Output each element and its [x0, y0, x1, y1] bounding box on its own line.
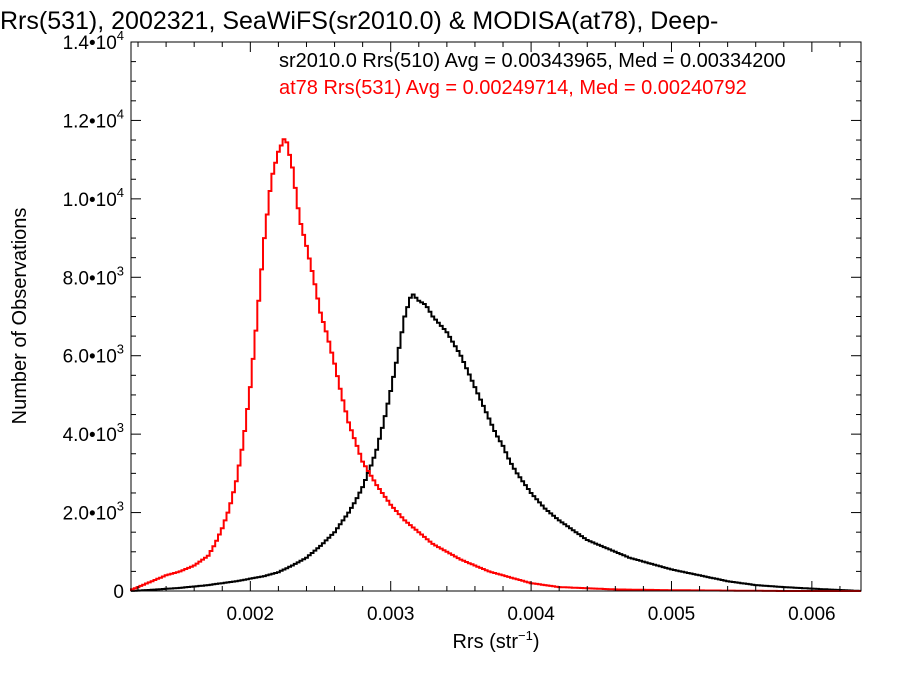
y-tick-label-base: 1.0•10	[63, 190, 117, 211]
y-tick-label: 1.4•104	[63, 28, 124, 54]
x-axis-label-sup: −1	[518, 628, 533, 643]
series-1-line	[130, 138, 861, 592]
x-axis-label-text: Rrs (str	[452, 631, 518, 653]
y-tick-label-exp: 4	[117, 185, 124, 200]
y-tick-label: 1.2•104	[63, 106, 124, 132]
y-axis-label: Number of Observations	[9, 208, 31, 425]
y-tick-label: 1.0•104	[63, 185, 124, 211]
y-tick-label-exp: 3	[117, 420, 124, 435]
plot-frame	[130, 41, 862, 592]
y-tick-label-base: 1.2•10	[63, 111, 117, 132]
y-tick-label-exp: 3	[117, 499, 124, 514]
y-tick-label-base: 0	[113, 582, 124, 603]
legend-entry-sr2010: sr2010.0 Rrs(510) Avg = 0.00343965, Med …	[279, 50, 786, 72]
x-tick-label: 0.002	[227, 604, 275, 625]
y-tick-label-exp: 4	[117, 106, 124, 121]
x-tick-label: 0.006	[788, 604, 836, 625]
y-tick-label-base: 2.0•10	[63, 504, 117, 525]
legend-entry-at78: at78 Rrs(531) Avg = 0.00249714, Med = 0.…	[279, 77, 747, 99]
x-axis-ticks: 0.002 0.003 0.004 0.005 0.006	[137, 42, 841, 625]
y-axis-ticks: 02.0•1034.0•1036.0•1038.0•1031.0•1041.2•…	[63, 28, 861, 603]
y-tick-label-exp: 3	[117, 342, 124, 357]
x-tick-label: 0.004	[507, 604, 555, 625]
y-tick-label-base: 6.0•10	[63, 347, 117, 368]
y-tick-label: 4.0•103	[63, 420, 124, 446]
y-tick-label: 8.0•103	[63, 263, 124, 289]
x-tick-label: 0.005	[648, 604, 696, 625]
y-tick-label: 6.0•103	[63, 342, 124, 368]
legend: sr2010.0 Rrs(510) Avg = 0.00343965, Med …	[279, 50, 786, 99]
chart-title: Rrs(531), 2002321, SeaWiFS(sr2010.0) & M…	[0, 7, 718, 35]
y-tick-label-base: 1.4•10	[63, 33, 117, 54]
y-tick-label: 0	[113, 582, 124, 603]
series-0-line	[130, 293, 861, 592]
y-tick-label-base: 4.0•10	[63, 425, 117, 446]
series-layer	[130, 138, 861, 592]
y-tick-label-exp: 4	[117, 28, 124, 43]
y-tick-label-exp: 3	[117, 263, 124, 278]
y-tick-label-base: 8.0•10	[63, 268, 117, 289]
x-tick-label: 0.003	[367, 604, 415, 625]
x-axis-label: Rrs (str−1)	[452, 628, 539, 653]
y-tick-label: 2.0•103	[63, 499, 124, 525]
x-axis-label-close: )	[533, 631, 540, 653]
